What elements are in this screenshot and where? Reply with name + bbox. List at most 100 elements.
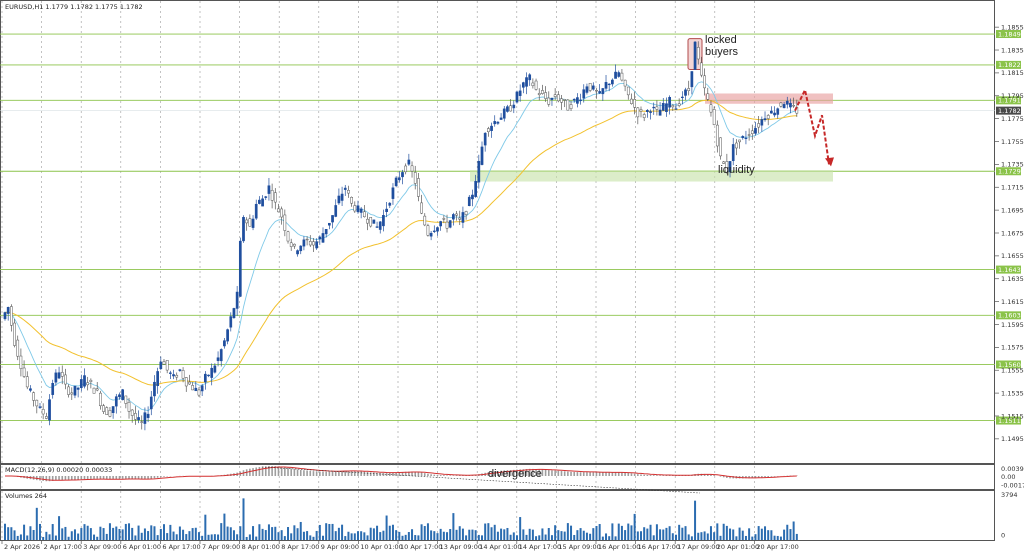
volume-bar bbox=[687, 534, 690, 540]
volume-bar bbox=[128, 523, 131, 540]
volume-bar bbox=[420, 524, 423, 540]
candle-body bbox=[404, 165, 408, 173]
volume-bar bbox=[283, 536, 286, 540]
candle-body bbox=[305, 238, 309, 241]
volume-bar bbox=[16, 535, 19, 540]
candle-body bbox=[6, 307, 10, 314]
resistance-zone bbox=[705, 93, 833, 104]
candle-body bbox=[757, 123, 761, 128]
volume-bar bbox=[633, 513, 636, 540]
chart-header: EURUSD,H1 1.1779 1.1782 1.1775 1.1782 bbox=[5, 3, 143, 11]
candle-body bbox=[89, 379, 93, 382]
candle-body bbox=[223, 340, 226, 347]
candle-body bbox=[397, 177, 401, 181]
volume-bar bbox=[589, 533, 592, 540]
volume-bar bbox=[465, 535, 468, 540]
candle-body bbox=[134, 413, 137, 420]
y-tick-label: 1.1835 bbox=[1001, 46, 1024, 54]
candle-body bbox=[235, 291, 239, 309]
level-label-bg bbox=[996, 167, 1021, 176]
current-price-label: 1.1782 bbox=[998, 107, 1021, 115]
volume-bar bbox=[570, 525, 573, 540]
level-label-bg bbox=[996, 416, 1021, 425]
volume-bar bbox=[236, 534, 239, 540]
volume-bar bbox=[550, 535, 553, 540]
x-tick-label: 14 Apr 17:00 bbox=[519, 543, 561, 551]
x-tick-label: 10 Apr 01:00 bbox=[360, 543, 402, 551]
candle-body bbox=[598, 91, 602, 94]
candle-body bbox=[585, 86, 589, 93]
candle-body bbox=[229, 316, 233, 328]
level-label: 1.1849 bbox=[998, 30, 1021, 38]
volume-bar bbox=[7, 527, 10, 540]
volume-bar bbox=[38, 523, 41, 540]
volume-bar bbox=[417, 535, 420, 540]
volume-bar bbox=[207, 534, 210, 540]
candle-body bbox=[299, 245, 303, 252]
volume-bar bbox=[576, 530, 579, 540]
candle-body bbox=[715, 124, 719, 147]
volume-bar bbox=[220, 523, 223, 540]
candle-body bbox=[601, 88, 605, 95]
candle-body bbox=[649, 111, 652, 113]
volume-bar bbox=[312, 536, 315, 540]
volume-bar bbox=[729, 528, 732, 540]
volume-bar bbox=[484, 523, 487, 540]
volume-bar bbox=[407, 532, 410, 540]
volume-bar bbox=[213, 534, 216, 540]
x-tick-label: 8 Apr 01:00 bbox=[242, 543, 280, 551]
candle-body bbox=[353, 205, 357, 212]
volume-bar bbox=[70, 531, 73, 540]
candle-body bbox=[51, 383, 55, 395]
candle-body bbox=[776, 108, 780, 115]
y-tick-label: 1.1735 bbox=[1001, 161, 1024, 169]
projection-arrowhead bbox=[825, 157, 834, 167]
candle-body bbox=[13, 322, 16, 346]
candle-body bbox=[410, 165, 414, 172]
volume-bar bbox=[344, 536, 347, 540]
candle-body bbox=[108, 410, 112, 417]
candle-body bbox=[633, 99, 636, 108]
volume-bar bbox=[121, 529, 124, 540]
volume-bar bbox=[760, 528, 763, 540]
volume-bar bbox=[398, 531, 401, 540]
candle-body bbox=[48, 399, 51, 421]
candle-body bbox=[566, 99, 570, 111]
volume-bar bbox=[363, 532, 366, 540]
candle-body bbox=[429, 232, 433, 237]
x-tick-label: 8 Apr 17:00 bbox=[281, 543, 319, 551]
volume-bar bbox=[350, 533, 353, 540]
volume-bar bbox=[776, 535, 779, 540]
volume-bar bbox=[468, 529, 471, 540]
volume-bar bbox=[446, 532, 449, 540]
candle-body bbox=[270, 190, 274, 201]
volume-bar bbox=[331, 523, 334, 540]
volume-bar bbox=[10, 527, 13, 540]
volume-bar bbox=[722, 523, 725, 540]
candles bbox=[3, 41, 799, 431]
candle-body bbox=[677, 103, 681, 106]
y-tick-label: 1.1595 bbox=[1001, 321, 1024, 329]
candle-body bbox=[289, 242, 293, 247]
volume-bar bbox=[741, 530, 744, 540]
volume-bar bbox=[341, 524, 344, 540]
volume-bar bbox=[306, 531, 309, 540]
volume-bar bbox=[89, 528, 92, 540]
candle-body bbox=[334, 205, 338, 217]
candle-body bbox=[674, 108, 678, 110]
candle-body bbox=[92, 387, 96, 394]
candle-body bbox=[760, 119, 764, 126]
volume-bar bbox=[325, 523, 328, 540]
candle-body bbox=[251, 218, 255, 228]
candle-body bbox=[458, 217, 462, 220]
candle-body bbox=[22, 367, 26, 377]
candle-body bbox=[423, 215, 427, 226]
volume-bar bbox=[617, 523, 620, 540]
volume-bar bbox=[525, 534, 528, 540]
annotation-locked: locked bbox=[705, 34, 737, 46]
candle-body bbox=[366, 218, 369, 224]
y-tick-label: 1.1795 bbox=[1001, 92, 1024, 100]
volume-bar bbox=[579, 528, 582, 540]
candle-body bbox=[706, 93, 710, 100]
